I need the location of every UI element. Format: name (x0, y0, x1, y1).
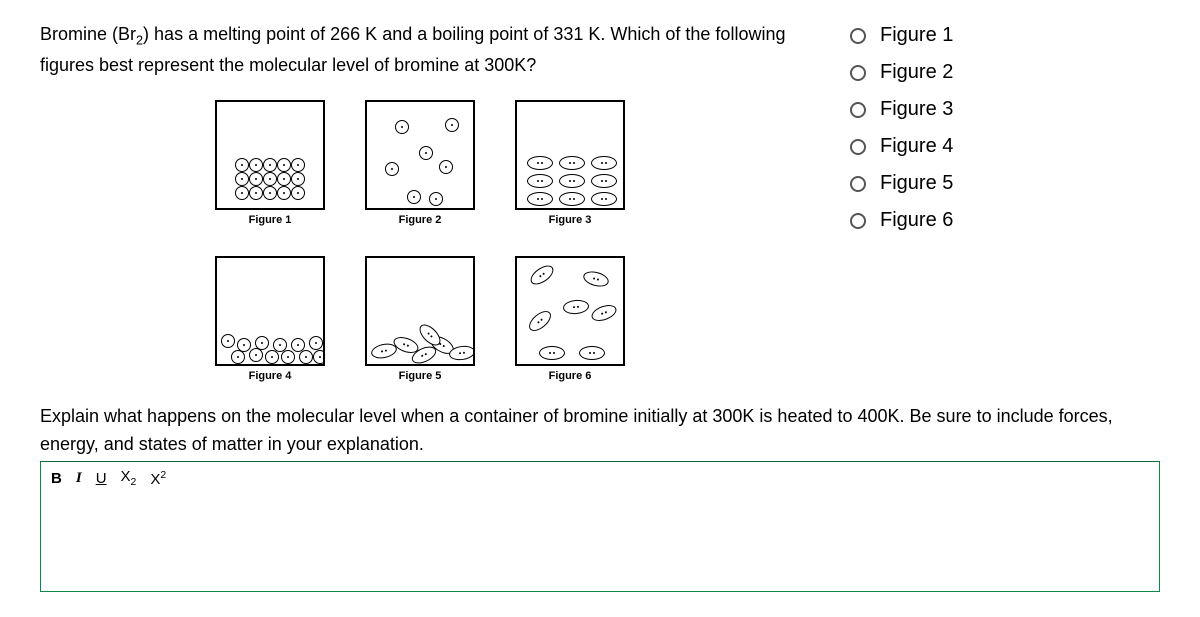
figure-4: Figure 4 (215, 256, 325, 382)
figure-5-box (365, 256, 475, 366)
sub-base: X (121, 468, 131, 485)
figure-1-box (215, 100, 325, 210)
radio-icon (850, 65, 866, 81)
figure-4-label: Figure 4 (215, 370, 325, 382)
figure-3-label: Figure 3 (515, 214, 625, 226)
question-text: Bromine (Br2) has a melting point of 266… (40, 20, 800, 80)
figure-6-label: Figure 6 (515, 370, 625, 382)
option-figure-2[interactable]: Figure 2 (850, 61, 1010, 84)
figure-6-box (515, 256, 625, 366)
editor-toolbar: B I U X2 X2 (41, 462, 1159, 494)
answer-editor: B I U X2 X2 (40, 462, 1160, 592)
figure-1-label: Figure 1 (215, 214, 325, 226)
answer-textarea[interactable] (41, 494, 1159, 584)
option-label: Figure 4 (880, 135, 953, 158)
figure-5: Figure 5 (365, 256, 475, 382)
superscript-button[interactable]: X2 (150, 469, 166, 488)
option-label: Figure 5 (880, 172, 953, 195)
italic-button[interactable]: I (76, 470, 82, 487)
q-line1a: Bromine (Br (40, 24, 136, 44)
figure-2: Figure 2 (365, 100, 475, 226)
radio-icon (850, 139, 866, 155)
figure-5-label: Figure 5 (365, 370, 475, 382)
radio-icon (850, 28, 866, 44)
figure-3-box (515, 100, 625, 210)
figure-6: Figure 6 (515, 256, 625, 382)
radio-icon (850, 176, 866, 192)
figure-2-box (365, 100, 475, 210)
radio-icon (850, 213, 866, 229)
sup-base: X (150, 471, 160, 488)
figure-2-label: Figure 2 (365, 214, 475, 226)
answer-options: Figure 1 Figure 2 Figure 3 Figure 4 Figu… (850, 20, 1010, 246)
option-figure-1[interactable]: Figure 1 (850, 24, 1010, 47)
option-figure-6[interactable]: Figure 6 (850, 209, 1010, 232)
figure-3: Figure 3 (515, 100, 625, 226)
question-block: Bromine (Br2) has a melting point of 266… (40, 20, 800, 382)
figure-4-box (215, 256, 325, 366)
sup-sup: 2 (160, 469, 166, 481)
option-figure-3[interactable]: Figure 3 (850, 98, 1010, 121)
figures-grid: Figure 1 Figure 2 (160, 100, 680, 382)
bold-button[interactable]: B (51, 470, 62, 487)
explain-prompt: Explain what happens on the molecular le… (40, 402, 1160, 463)
option-label: Figure 3 (880, 98, 953, 121)
radio-icon (850, 102, 866, 118)
sub-sub: 2 (131, 476, 137, 488)
option-label: Figure 6 (880, 209, 953, 232)
q-line1b: ) has a melting point of 266 K and a boi… (143, 24, 680, 44)
figure-1: Figure 1 (215, 100, 325, 226)
subscript-button[interactable]: X2 (121, 468, 137, 488)
question-and-options: Bromine (Br2) has a melting point of 266… (40, 20, 1160, 382)
q-sub: 2 (136, 34, 143, 48)
option-label: Figure 2 (880, 61, 953, 84)
underline-button[interactable]: U (96, 470, 107, 487)
option-figure-4[interactable]: Figure 4 (850, 135, 1010, 158)
option-figure-5[interactable]: Figure 5 (850, 172, 1010, 195)
option-label: Figure 1 (880, 24, 953, 47)
